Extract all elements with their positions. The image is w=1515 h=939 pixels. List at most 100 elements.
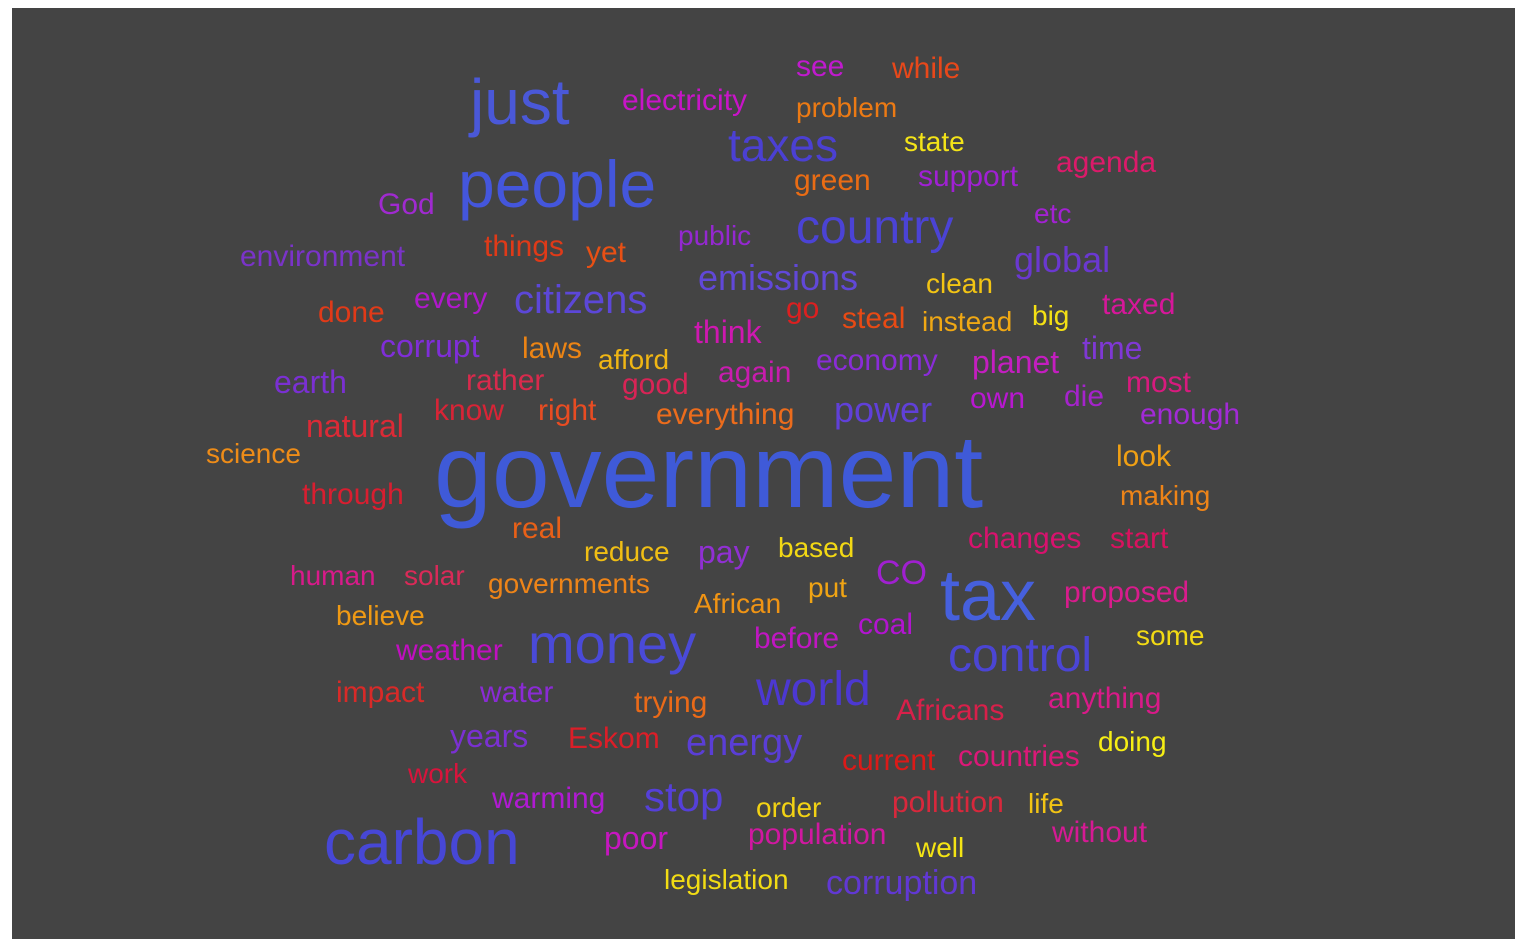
word-power: power bbox=[834, 389, 933, 430]
word-reduce: reduce bbox=[584, 536, 670, 567]
word-laws: laws bbox=[522, 332, 583, 365]
word-right: right bbox=[538, 394, 597, 427]
word-african: African bbox=[694, 588, 782, 619]
word-state: state bbox=[904, 126, 965, 157]
word-people: people bbox=[458, 147, 657, 221]
word-put: put bbox=[808, 572, 847, 603]
word-through: through bbox=[302, 478, 404, 511]
word-just: just bbox=[470, 66, 570, 138]
word-country: country bbox=[796, 201, 954, 254]
word-control: control bbox=[948, 629, 1093, 682]
word-doing: doing bbox=[1098, 726, 1167, 757]
word-earth: earth bbox=[274, 364, 347, 400]
word-planet: planet bbox=[972, 344, 1060, 380]
word-think: think bbox=[694, 314, 762, 350]
word-order: order bbox=[756, 792, 822, 823]
word-yet: yet bbox=[586, 236, 627, 269]
word-money: money bbox=[528, 612, 697, 675]
word-every: every bbox=[414, 282, 488, 315]
word-pollution: pollution bbox=[892, 786, 1004, 819]
word-god: God bbox=[378, 188, 435, 221]
word-most: most bbox=[1126, 366, 1192, 399]
word-co: CO bbox=[876, 554, 927, 592]
word-rather: rather bbox=[466, 364, 545, 397]
word-etc: etc bbox=[1034, 198, 1072, 229]
word-corrupt: corrupt bbox=[380, 328, 480, 364]
word-big: big bbox=[1032, 300, 1070, 331]
word-green: green bbox=[794, 164, 871, 197]
word-impact: impact bbox=[336, 676, 425, 709]
word-global: global bbox=[1014, 239, 1111, 280]
word-emissions: emissions bbox=[698, 257, 859, 298]
word-go: go bbox=[786, 292, 820, 325]
word-population: population bbox=[748, 818, 887, 851]
word-eskom: Eskom bbox=[568, 722, 660, 755]
word-current: current bbox=[842, 744, 936, 777]
word-governments: governments bbox=[488, 568, 650, 599]
word-solar: solar bbox=[404, 560, 465, 591]
word-life: life bbox=[1028, 788, 1064, 819]
word-economy: economy bbox=[816, 344, 938, 377]
word-public: public bbox=[678, 220, 752, 251]
word-instead: instead bbox=[922, 306, 1013, 337]
word-problem: problem bbox=[796, 92, 898, 123]
word-poor: poor bbox=[604, 820, 669, 856]
word-things: things bbox=[484, 230, 565, 263]
word-taxes: taxes bbox=[728, 119, 838, 171]
word-water: water bbox=[480, 676, 554, 709]
word-energy: energy bbox=[686, 722, 803, 764]
word-warming: warming bbox=[492, 782, 606, 815]
word-stop: stop bbox=[644, 773, 724, 820]
word-done: done bbox=[318, 296, 385, 329]
word-real: real bbox=[512, 512, 563, 545]
word-afford: afford bbox=[598, 344, 670, 375]
word-before: before bbox=[754, 622, 840, 655]
word-trying: trying bbox=[634, 686, 708, 719]
word-pay: pay bbox=[698, 534, 750, 570]
word-support: support bbox=[918, 160, 1019, 193]
word-clean: clean bbox=[926, 268, 993, 299]
word-electricity: electricity bbox=[622, 84, 748, 117]
word-citizens: citizens bbox=[514, 278, 648, 322]
word-proposed: proposed bbox=[1064, 576, 1190, 609]
word-know: know bbox=[434, 394, 505, 427]
word-believe: believe bbox=[336, 600, 425, 631]
word-time: time bbox=[1082, 330, 1143, 366]
word-start: start bbox=[1110, 522, 1169, 555]
word-environment: environment bbox=[240, 240, 406, 273]
word-steal: steal bbox=[842, 302, 906, 335]
word-well: well bbox=[916, 832, 965, 863]
word-weather: weather bbox=[396, 634, 503, 667]
word-tax: tax bbox=[940, 556, 1037, 636]
word-without: without bbox=[1052, 816, 1148, 849]
word-coal: coal bbox=[858, 608, 914, 641]
word-human: human bbox=[290, 560, 376, 591]
word-making: making bbox=[1120, 480, 1211, 511]
word-based: based bbox=[778, 532, 855, 563]
word-africans: Africans bbox=[896, 694, 1005, 727]
word-legislation: legislation bbox=[664, 864, 789, 895]
word-years: years bbox=[450, 718, 529, 754]
word-world: world bbox=[756, 663, 871, 716]
word-anything: anything bbox=[1048, 682, 1162, 715]
word-good: good bbox=[622, 368, 689, 401]
word-taxed: taxed bbox=[1102, 288, 1176, 321]
word-see: see bbox=[796, 50, 845, 83]
word-work: work bbox=[408, 758, 468, 789]
word-everything: everything bbox=[656, 398, 795, 431]
word-government: government bbox=[434, 414, 984, 530]
word-again: again bbox=[718, 356, 792, 389]
word-die: die bbox=[1064, 380, 1105, 413]
word-corruption: corruption bbox=[826, 864, 978, 902]
word-own: own bbox=[970, 382, 1026, 415]
word-countries: countries bbox=[958, 740, 1080, 773]
word-while: while bbox=[892, 52, 961, 85]
word-look: look bbox=[1116, 440, 1172, 473]
word-changes: changes bbox=[968, 522, 1082, 555]
word-carbon: carbon bbox=[324, 806, 520, 878]
word-natural: natural bbox=[306, 408, 404, 444]
word-cloud: government people carbon money tax just … bbox=[12, 8, 1515, 939]
word-enough: enough bbox=[1140, 398, 1241, 431]
word-science: science bbox=[206, 438, 301, 469]
word-agenda: agenda bbox=[1056, 146, 1157, 179]
